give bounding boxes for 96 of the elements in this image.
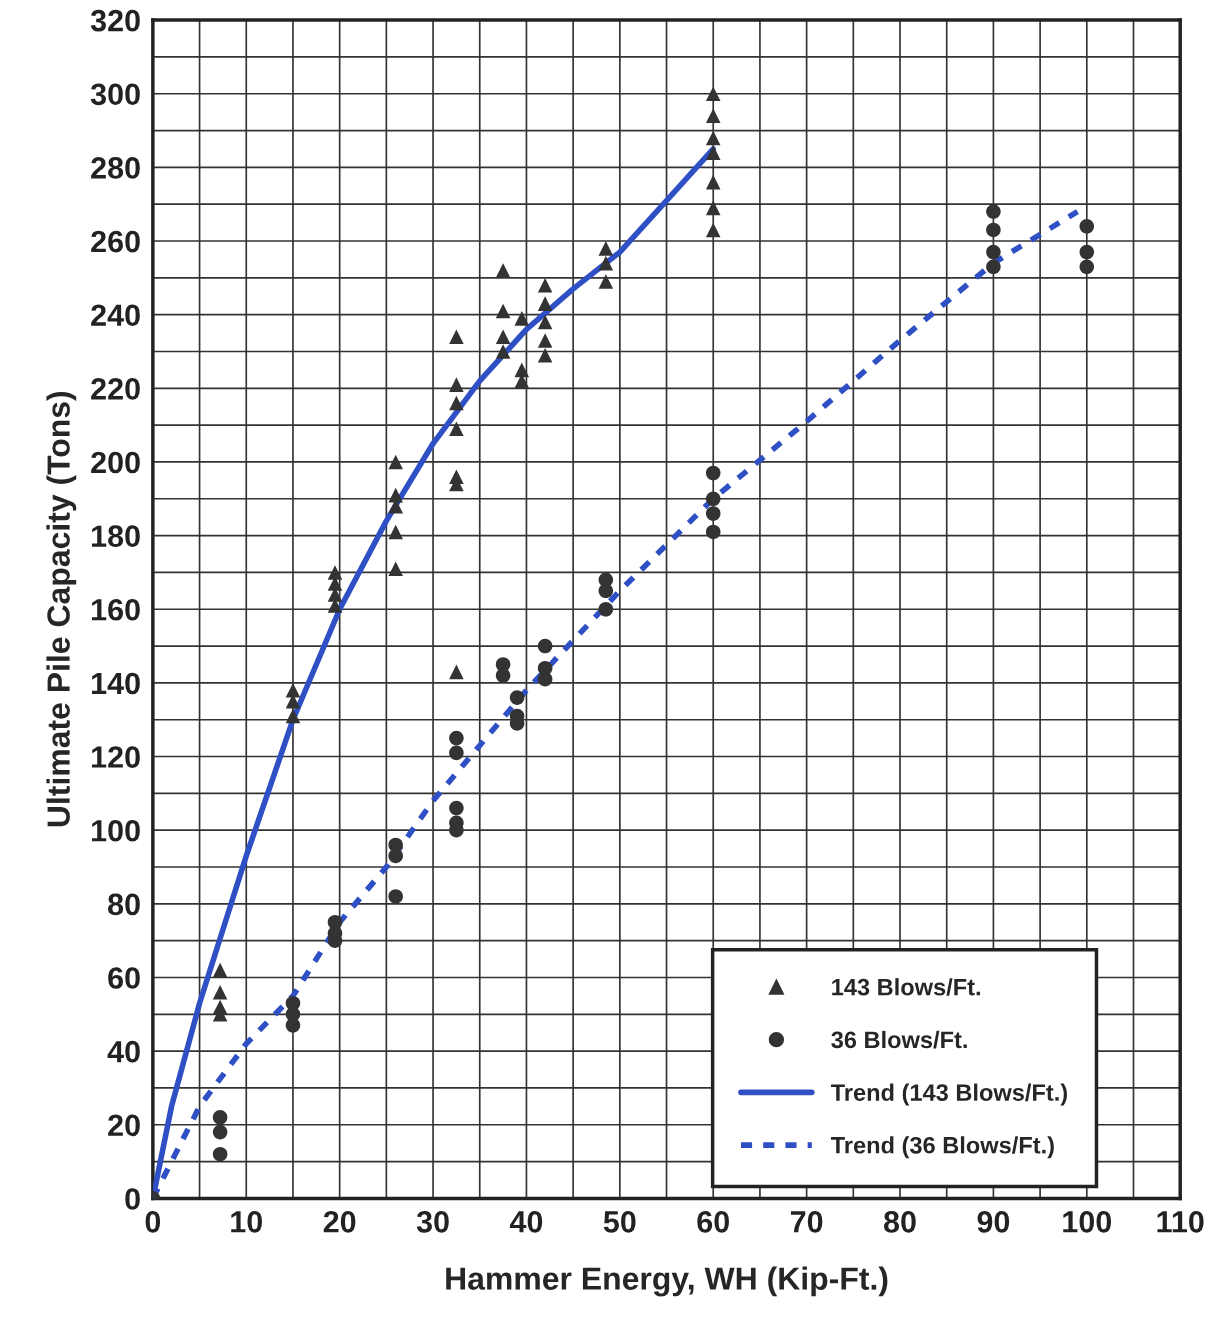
point [537, 671, 553, 687]
x-tick-label: 110 [1157, 1211, 1204, 1233]
point [285, 708, 301, 724]
point [495, 303, 511, 319]
x-tick-label: 0 [145, 1211, 161, 1233]
y-tick-label: 240 [91, 304, 140, 327]
point [388, 524, 403, 540]
y-tick-label: 320 [90, 9, 140, 32]
point [537, 314, 553, 330]
point [495, 263, 511, 278]
point [537, 277, 553, 293]
x-axis-title: Hammer Energy, WH (Kip-Ft.) [446, 1266, 888, 1297]
y-tick-label: 120 [92, 746, 140, 768]
point [212, 984, 228, 1000]
x-tick-label: 50 [603, 1211, 636, 1233]
y-axis-title: Ultimate Pile Capacity (Tons) [46, 391, 77, 827]
point [388, 561, 403, 577]
point [212, 1124, 228, 1140]
point [705, 174, 721, 190]
point [495, 344, 511, 359]
point [449, 329, 464, 345]
point [388, 454, 403, 470]
y-tick-label: 260 [91, 230, 140, 253]
point [705, 200, 721, 216]
point [212, 1110, 228, 1125]
point [388, 848, 403, 864]
point [705, 108, 721, 124]
x-tick-label: 70 [790, 1211, 823, 1233]
y-tick-label: 160 [92, 598, 140, 621]
point [388, 889, 403, 904]
point [705, 524, 721, 540]
point [705, 145, 721, 160]
y-tick-label: 80 [108, 893, 140, 916]
point [388, 487, 403, 503]
x-tick-label: 80 [883, 1211, 916, 1233]
y-tick-label: 100 [92, 819, 140, 842]
point [509, 690, 525, 705]
x-tick-label: 90 [977, 1211, 1010, 1233]
y-tick-label: 140 [92, 672, 140, 695]
x-tick-label: 60 [697, 1211, 729, 1233]
point [705, 222, 721, 238]
point [1079, 244, 1095, 260]
legend-label: Trend (36 Blows/Ft.) [830, 1136, 1054, 1159]
point [514, 311, 530, 326]
point [449, 745, 464, 761]
x-tick-label: 20 [323, 1211, 356, 1233]
point [537, 638, 553, 654]
point [986, 204, 1001, 219]
point [449, 664, 464, 680]
point [495, 329, 511, 345]
x-tick-label: 10 [231, 1211, 263, 1233]
y-tick-label: 20 [108, 1114, 140, 1137]
legend-label: 36 Blows/Ft. [831, 1030, 967, 1049]
y-tick-label: 60 [108, 967, 140, 989]
point [598, 274, 614, 289]
point [598, 583, 614, 599]
point [537, 333, 553, 348]
point [986, 244, 1001, 260]
point [1079, 219, 1095, 234]
x-tick-label: 100 [1063, 1211, 1112, 1233]
point [449, 377, 464, 392]
point [705, 506, 721, 521]
point [537, 347, 553, 363]
point [598, 601, 614, 617]
legend-label: Trend (143 Blows/Ft.) [830, 1083, 1067, 1106]
y-tick-label: 200 [91, 451, 140, 474]
point [705, 491, 721, 507]
point [449, 421, 464, 437]
point [212, 962, 228, 978]
point [537, 296, 553, 311]
x-tick-label: 30 [416, 1211, 449, 1233]
point [705, 465, 721, 481]
point [598, 241, 614, 256]
point [495, 668, 511, 683]
point [598, 255, 614, 271]
y-tick-label: 40 [107, 1040, 140, 1063]
y-tick-label: 300 [90, 83, 140, 106]
point [449, 730, 464, 746]
point [449, 800, 464, 816]
point [705, 130, 721, 146]
point [986, 222, 1001, 238]
point [449, 395, 464, 411]
point [986, 259, 1001, 275]
y-tick-label: 220 [91, 378, 140, 400]
point [327, 565, 343, 580]
y-tick-label: 180 [92, 525, 140, 547]
point [285, 682, 301, 698]
legend-label: 143 Blows/Ft. [832, 978, 980, 996]
x-tick-label: 40 [509, 1211, 543, 1233]
point [212, 1146, 228, 1162]
point [285, 1018, 301, 1033]
y-tick-label: 0 [125, 1188, 140, 1210]
point [1079, 259, 1095, 275]
y-tick-label: 280 [91, 157, 140, 179]
point [514, 362, 530, 378]
point [705, 86, 721, 102]
